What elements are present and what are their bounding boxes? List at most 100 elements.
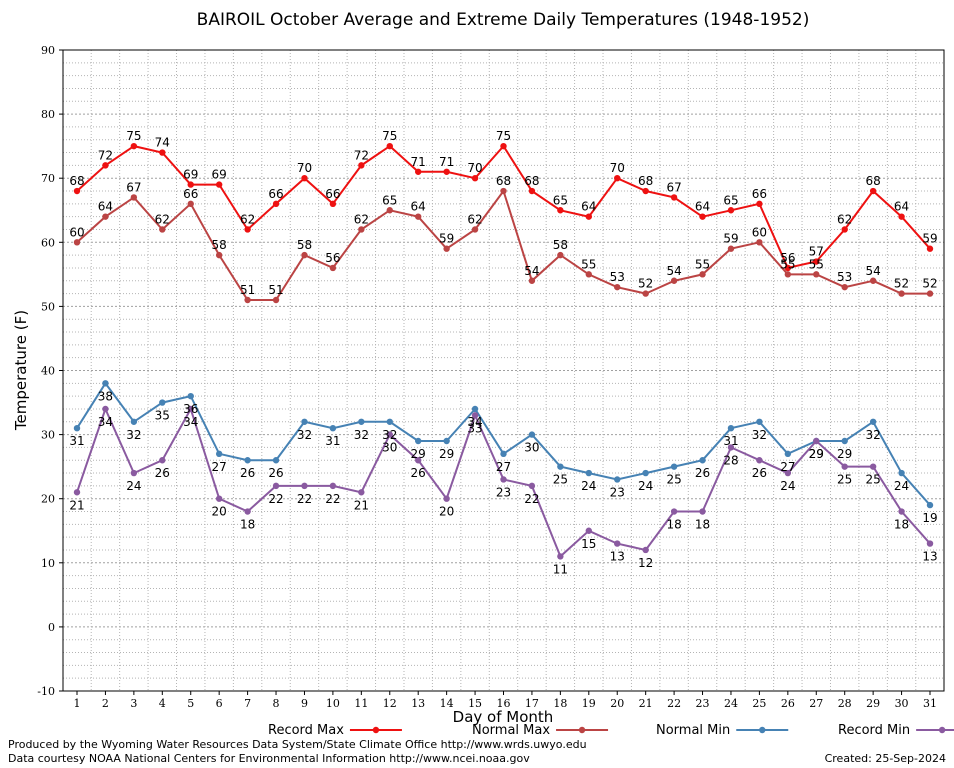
data-label-normal-min: 27 [780,460,795,474]
data-point-record-min [841,463,848,470]
data-point-normal-min [926,501,934,509]
y-tick-label: 30 [41,429,55,442]
data-label-record-max: 69 [183,168,198,182]
data-label-record-min: 18 [894,518,909,532]
data-point-normal-max [102,213,109,220]
data-point-record-min [614,540,621,547]
data-point-normal-max [784,271,792,278]
data-label-record-max: 65 [723,193,738,207]
data-label-record-min: 26 [155,466,170,480]
data-point-normal-min [73,424,81,432]
data-point-record-max [784,264,792,272]
data-label-normal-min: 24 [581,479,596,493]
data-point-record-max [869,187,877,195]
data-point-record-max [159,149,166,156]
data-label-normal-min: 30 [524,441,539,455]
data-point-normal-min [898,469,905,477]
data-label-record-min: 24 [780,479,795,493]
x-tick-label: 27 [809,697,823,710]
data-point-normal-max [471,226,479,233]
data-label-normal-max: 56 [325,251,340,265]
data-point-record-min [869,463,877,470]
data-label-normal-min: 26 [695,466,710,480]
x-tick-label: 2 [102,697,109,710]
data-label-normal-max: 53 [837,270,852,284]
x-tick-label: 3 [130,697,137,710]
data-label-normal-max: 58 [212,238,227,252]
legend-label-normal-min: Normal Min [656,723,730,738]
data-label-normal-max: 55 [809,257,824,271]
data-label-record-min: 26 [411,466,426,480]
data-point-normal-min [585,469,592,477]
data-point-record-max [727,207,735,214]
x-tick-label: 21 [639,697,653,710]
x-tick-label: 18 [553,697,567,710]
data-label-record-max: 68 [638,174,653,188]
data-point-normal-min [386,418,393,425]
data-point-record-max [415,168,422,175]
data-label-record-max: 68 [865,174,880,188]
data-point-record-min [756,457,763,464]
data-point-normal-max [358,226,365,233]
data-point-record-max [898,213,905,220]
data-point-record-min [443,495,450,502]
data-point-record-max [386,142,393,150]
data-point-normal-max [130,194,138,201]
data-point-record-min [244,508,251,515]
legend-label-record-min: Record Min [838,723,910,738]
data-label-record-min: 15 [581,537,596,551]
data-label-record-max: 67 [666,180,681,194]
data-label-record-min: 34 [98,415,113,429]
x-tick-label: 5 [187,697,194,710]
data-point-normal-max [500,187,507,195]
x-tick-label: 16 [497,697,511,710]
data-label-normal-max: 62 [155,212,170,226]
data-label-normal-max: 55 [695,257,710,271]
data-label-record-min: 18 [695,518,710,532]
data-label-normal-min: 29 [809,447,824,461]
data-point-record-min [926,540,934,547]
data-label-normal-min: 32 [752,428,767,442]
data-point-normal-min [528,431,536,438]
data-point-normal-min [869,418,877,425]
data-point-record-max [301,175,308,182]
data-label-record-max: 75 [382,129,397,143]
footer-created-date: Created: 25-Sep-2024 [825,752,946,765]
data-label-record-min: 18 [240,518,255,532]
data-point-record-min [415,457,422,464]
data-label-normal-min: 36 [183,402,198,416]
data-label-normal-max: 55 [581,257,596,271]
x-tick-label: 20 [610,697,624,710]
data-label-record-min: 22 [268,492,283,506]
data-point-record-max [841,226,848,233]
data-point-normal-max [727,245,735,252]
data-label-normal-max: 52 [894,277,909,291]
data-label-record-max: 74 [155,136,170,150]
data-labels: 68 72 75 74 69 69 62 66 70 66 72 75 71 71 70 75 68 65 64 70… [69,129,937,576]
data-point-record-max [926,245,934,252]
data-label-normal-min: 29 [411,447,426,461]
data-label-normal-min: 24 [638,479,653,493]
data-label-record-min: 24 [126,479,141,493]
data-label-normal-min: 35 [155,409,170,423]
x-tick-label: 1 [74,697,81,710]
data-label-record-min: 28 [723,453,738,467]
y-tick-label: 50 [41,300,55,313]
data-point-record-max [102,162,109,169]
data-point-record-max [272,200,280,208]
data-point-normal-min [614,476,621,483]
data-label-normal-max: 51 [268,283,283,297]
x-tick-label: 11 [354,697,368,710]
data-label-normal-max: 62 [467,212,482,226]
data-label-record-max: 66 [752,187,767,201]
data-label-normal-max: 54 [524,264,539,278]
data-label-normal-min: 29 [837,447,852,461]
data-point-record-max [73,187,81,195]
data-label-normal-max: 52 [638,277,653,291]
data-label-normal-min: 29 [439,447,454,461]
data-label-normal-min: 31 [325,434,340,448]
data-point-normal-max [926,290,934,297]
data-label-normal-max: 53 [610,270,625,284]
data-label-normal-min: 27 [212,460,227,474]
